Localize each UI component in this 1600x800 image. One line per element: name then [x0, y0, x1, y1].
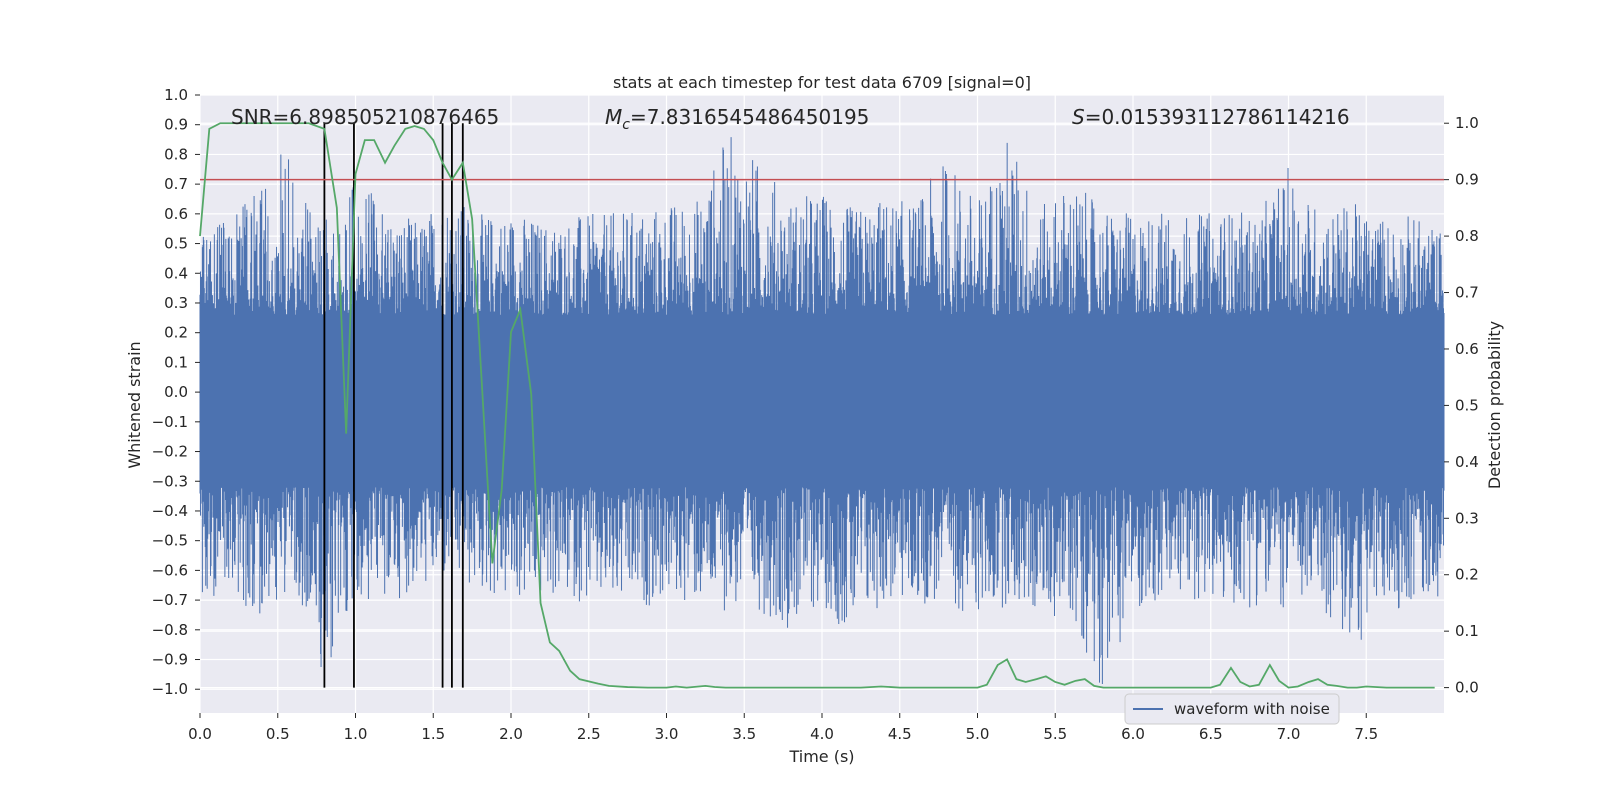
tick-label-y2: 0.9: [1455, 171, 1479, 189]
tick-label-x: 0.5: [266, 725, 290, 743]
tick-label-y: 0.3: [164, 294, 188, 312]
y2-axis-label: Detection probability: [1485, 321, 1504, 489]
tick-label-x: 0.0: [188, 725, 212, 743]
legend: waveform with noise: [1124, 693, 1340, 725]
chirp-mass-annotation: Mc=7.8316545486450195: [605, 105, 869, 133]
tick-label-y2: 0.4: [1455, 453, 1479, 471]
chart-title: stats at each timestep for test data 670…: [613, 73, 1031, 92]
tick-label-x: 3.0: [655, 725, 679, 743]
tick-label-y: −0.2: [152, 443, 188, 461]
tick-label-y: 0.7: [164, 175, 188, 193]
chirp-mass-subscript: c: [622, 117, 630, 133]
tick-label-y: 0.0: [164, 383, 188, 401]
tick-label-y: −0.6: [152, 561, 188, 579]
x-axis-label: Time (s): [788, 747, 854, 766]
tick-label-y: 0.2: [164, 324, 188, 342]
tick-label-y: −1.0: [152, 680, 188, 698]
legend-box: [1124, 693, 1340, 725]
tick-label-y2: 0.5: [1455, 396, 1479, 414]
tick-label-x: 2.5: [577, 725, 601, 743]
chirp-mass-value: =7.8316545486450195: [630, 105, 869, 129]
y-axis-label: Whitened strain: [125, 341, 144, 468]
tick-label-x: 4.5: [888, 725, 912, 743]
tick-label-y: −0.1: [152, 413, 188, 431]
tick-label-y: −0.4: [152, 502, 188, 520]
tick-label-y2: 0.3: [1455, 509, 1479, 527]
tick-label-y2: 0.0: [1455, 679, 1479, 697]
tick-label-y: 0.8: [164, 145, 188, 163]
right-axis-ticks: 1.0 0.9 0.8 0.7 0.6 0.5 0.4 0.3 0.2 0.1 0.0: [1444, 114, 1479, 697]
tick-label-y2: 0.1: [1455, 622, 1479, 640]
waveform-path: [199, 137, 1445, 685]
tick-label-x: 7.5: [1354, 725, 1378, 743]
tick-label-y: 0.9: [164, 116, 188, 134]
tick-label-y: 0.6: [164, 205, 188, 223]
tick-label-x: 6.5: [1199, 725, 1223, 743]
tick-label-x: 4.0: [810, 725, 834, 743]
chirp-mass-symbol: M: [605, 105, 622, 129]
tick-label-x: 1.0: [344, 725, 368, 743]
tick-label-x: 3.5: [732, 725, 756, 743]
legend-label-waveform: waveform with noise: [1174, 700, 1330, 718]
waveform-series: [199, 137, 1445, 685]
s-symbol: S: [1072, 105, 1085, 129]
tick-label-x: 7.0: [1277, 725, 1301, 743]
snr-annotation: SNR=6.898505210876465: [231, 105, 499, 129]
x-axis-ticks: 0.0 0.5 1.0 1.5 2.0 2.5 3.0 3.5 4.0 4.5 5.0 5.5 6.0 6…: [188, 713, 1378, 743]
tick-label-y2: 0.8: [1455, 227, 1479, 245]
tick-label-y: −0.9: [152, 651, 188, 669]
tick-label-x: 1.5: [421, 725, 445, 743]
left-axis-ticks: 1.0 0.9 0.8 0.7 0.6 0.5 0.4 0.3 0.2 0.1 0.0 −0.1 −0.…: [152, 86, 200, 698]
tick-label-x: 2.0: [499, 725, 523, 743]
tick-label-y2: 0.6: [1455, 340, 1479, 358]
tick-label-y2: 0.7: [1455, 284, 1479, 302]
tick-label-x: 5.5: [1043, 725, 1067, 743]
tick-label-y: 1.0: [164, 86, 188, 104]
tick-label-x: 5.0: [966, 725, 990, 743]
s-annotation: S=0.015393112786114216: [1072, 105, 1350, 129]
tick-label-y: −0.3: [152, 472, 188, 490]
tick-label-y: 0.5: [164, 235, 188, 253]
tick-label-y: −0.7: [152, 591, 188, 609]
tick-label-x: 6.0: [1121, 725, 1145, 743]
tick-label-y: −0.8: [152, 621, 188, 639]
tick-label-y: 0.4: [164, 264, 188, 282]
detection-probability-line: [199, 122, 1435, 689]
tick-label-y: 0.1: [164, 353, 188, 371]
s-value: =0.015393112786114216: [1085, 105, 1350, 129]
tick-label-y: −0.5: [152, 532, 188, 550]
tick-label-y2: 0.2: [1455, 566, 1479, 584]
tick-label-y2: 1.0: [1455, 114, 1479, 132]
